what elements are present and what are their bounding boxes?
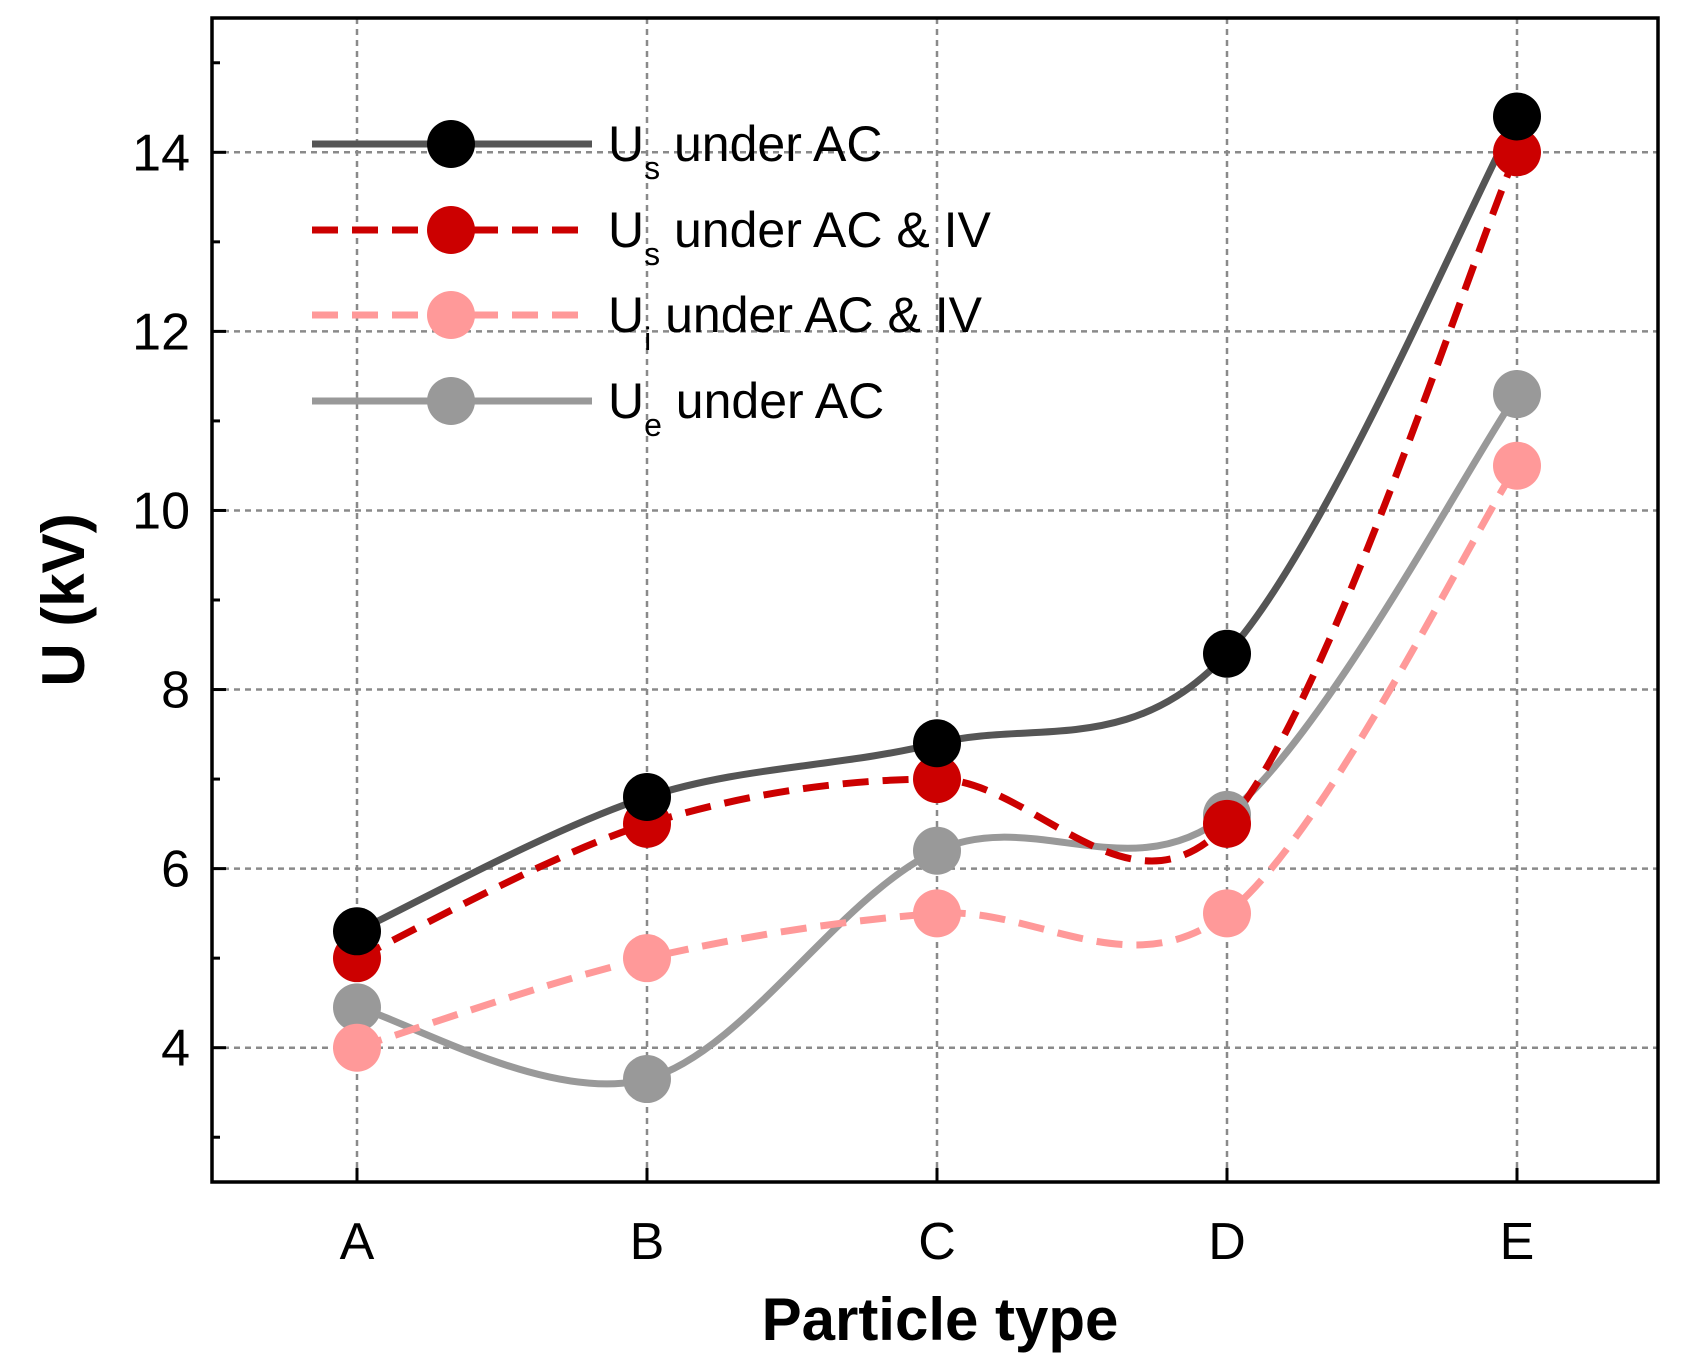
legend-marker [427,206,475,254]
data-point [1493,370,1541,419]
data-point [623,934,671,983]
data-point [1493,441,1541,490]
legend-label: Ui under AC & IV [608,287,983,357]
legend-label: Us under AC & IV [608,202,991,272]
plot-frame [210,16,1660,1184]
data-point [1203,629,1251,678]
data-point [333,1023,381,1072]
x-tick-label: A [340,1213,375,1271]
legend-marker [427,291,475,339]
legend-item: Ui under AC & IV [312,287,983,357]
y-tick-label: 8 [161,662,190,720]
x-tick-label: E [1500,1213,1535,1271]
y-tick-label: 10 [132,482,190,540]
legend-marker [427,377,475,425]
series-line [355,150,1521,962]
x-tick-label: D [1208,1213,1246,1271]
x-tick-label: B [630,1213,665,1271]
grid-layer [212,18,1658,1182]
series-line [355,463,1520,1052]
legend-item: Ue under AC [312,373,884,443]
series-line [355,114,1521,935]
legend-marker [427,120,475,168]
data-point [1493,92,1541,141]
data-point [913,889,961,938]
data-point [913,755,961,804]
x-axis-title: Particle type [762,1286,1119,1353]
y-tick-label: 14 [132,124,190,182]
tick-layer: A B C D E 4 6 8 10 12 14 [132,61,1535,1271]
data-point [913,719,961,768]
data-point [913,826,961,875]
legend-label: Ue under AC [608,373,884,443]
x-tick-label: C [918,1213,956,1271]
data-point [1203,799,1251,848]
data-point [333,983,381,1032]
legend: Us under AC Us under AC & IV Ui under AC &… [312,116,991,443]
data-point [623,1055,671,1104]
legend-item: Us under AC [312,116,882,186]
legend-item: Us under AC & IV [312,202,991,272]
y-tick-label: 4 [161,1020,190,1078]
legend-label: Us under AC [608,116,882,186]
data-point [1493,128,1541,177]
data-point [623,772,671,821]
data-point [333,907,381,956]
data-point [1203,889,1251,938]
marker-layer [333,92,1541,1104]
y-tick-label: 6 [161,841,190,899]
y-axis-title: U (kV) [30,513,97,686]
y-tick-label: 12 [132,303,190,361]
